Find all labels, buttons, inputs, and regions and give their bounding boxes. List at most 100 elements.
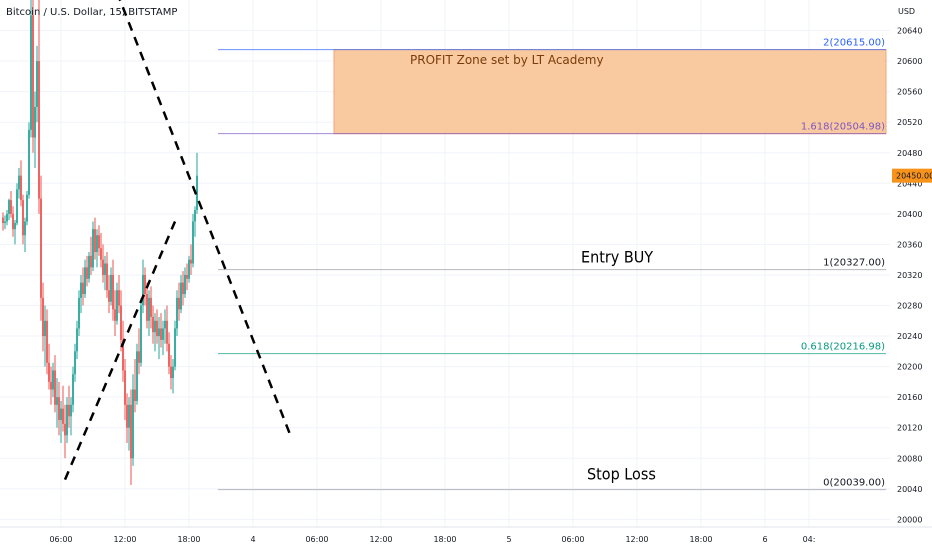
candle [174, 320, 176, 371]
candle [56, 378, 58, 428]
candle-body [170, 366, 172, 379]
candle [192, 213, 194, 268]
candle [146, 282, 148, 329]
candle-body [148, 297, 150, 321]
price-tick-label: 20320 [897, 271, 922, 280]
candle [166, 305, 168, 352]
candle [164, 309, 166, 344]
candle [26, 190, 28, 226]
price-tick-label: 20040 [897, 485, 922, 494]
candle-body [150, 297, 152, 317]
candle-body [166, 320, 168, 344]
candle [148, 290, 150, 337]
profit-zone-box [333, 49, 887, 135]
candle [142, 259, 144, 314]
candle [72, 366, 74, 413]
candle-body [130, 404, 132, 459]
candle-body [110, 274, 112, 302]
candle [54, 355, 56, 413]
candle-body [18, 175, 20, 190]
candle [52, 362, 54, 398]
candle [88, 252, 90, 283]
candle-body [196, 175, 198, 211]
currency-label: USD [898, 7, 916, 16]
candle-body [134, 389, 136, 401]
candle-body [192, 221, 194, 264]
candle-body [144, 274, 146, 295]
candle-body [108, 290, 110, 302]
candle-body [74, 351, 76, 375]
candle [48, 343, 50, 390]
candle-body [146, 294, 148, 321]
time-tick-label: 4 [250, 535, 255, 544]
candle [112, 259, 114, 321]
candle-body [154, 320, 156, 333]
candle [86, 255, 88, 287]
price-tick-label: 20080 [897, 454, 922, 463]
candle [188, 255, 190, 283]
candle [156, 309, 158, 344]
candle [30, 0, 32, 138]
candle [22, 194, 24, 245]
fib-label-1: 1(20327.00) [823, 258, 885, 269]
price-tick-label: 20560 [897, 88, 922, 97]
candle [90, 236, 92, 275]
fib-label-0: 0(20039.00) [823, 478, 885, 489]
fib-label-2: 2(20615.00) [823, 38, 885, 49]
candle [74, 343, 76, 382]
symbol-legend[interactable]: Bitcoin / U.S. Dollar, 15, BITSTAMP [6, 7, 178, 18]
candle-body [188, 259, 190, 279]
candle [158, 316, 160, 359]
candle-body [26, 194, 28, 222]
candle [108, 274, 110, 314]
candle [176, 290, 178, 337]
time-tick-label: 6 [762, 535, 767, 544]
candle-body [184, 274, 186, 295]
candle-body [50, 381, 52, 390]
candle-body [12, 213, 14, 230]
candle [136, 343, 138, 405]
candle-body [42, 297, 44, 337]
candle [98, 225, 100, 256]
candle-body [124, 370, 126, 405]
candle-body [80, 282, 82, 298]
time-tick-label: 12:00 [113, 535, 136, 544]
candle [152, 305, 154, 344]
candle [168, 332, 170, 375]
candle [14, 219, 16, 245]
candle-body [30, 15, 32, 130]
candle [194, 206, 196, 237]
candle-body [34, 106, 36, 138]
candle-body [6, 213, 8, 222]
candle-body [54, 370, 56, 405]
candle [78, 290, 80, 337]
candle-body [114, 309, 116, 321]
candle-body [162, 328, 164, 340]
candle-body [92, 229, 94, 268]
candle [76, 320, 78, 359]
candle-body [152, 316, 154, 333]
candle-body [104, 263, 106, 275]
candle [20, 160, 22, 207]
candle [66, 397, 68, 443]
candle-body [102, 259, 104, 275]
candle [40, 175, 42, 321]
price-tick-label: 20200 [897, 363, 922, 372]
time-axis[interactable]: 306:0012:0018:00406:0012:0018:00506:0012… [0, 535, 815, 544]
time-tick-label: 04: [803, 535, 816, 544]
candle [58, 381, 60, 436]
candle-body [112, 274, 114, 310]
candle [120, 290, 122, 352]
profit-zone[interactable] [333, 49, 887, 135]
fibonacci-levels[interactable]: 2(20615.00) 1.618(20504.98) 1(20327.00) 0.6… [218, 38, 886, 491]
candle [154, 313, 156, 352]
candle-body [36, 61, 38, 107]
candle [10, 190, 12, 218]
time-tick-label: 12:00 [369, 535, 392, 544]
candle [94, 217, 96, 260]
candle [50, 366, 52, 405]
candle [160, 313, 162, 348]
price-tick-label: 20600 [897, 57, 922, 66]
